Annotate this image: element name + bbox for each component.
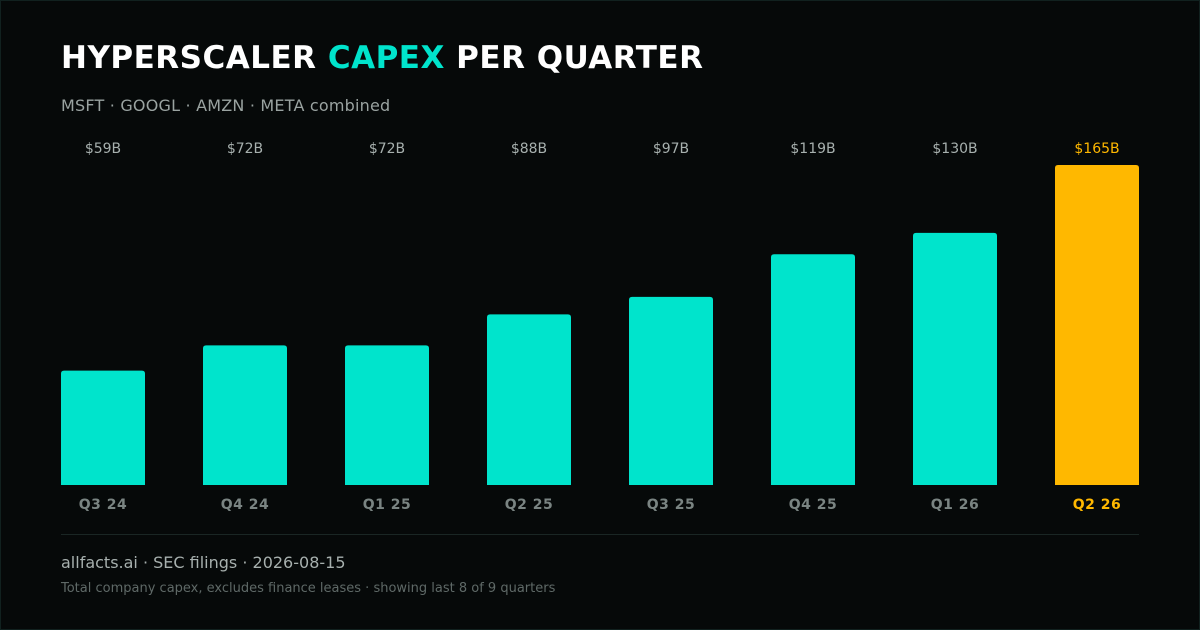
value-label: $97B bbox=[653, 141, 689, 157]
footer-divider bbox=[61, 534, 1139, 535]
category-label: Q4 24 bbox=[221, 497, 270, 513]
title-accent: CAPEX bbox=[327, 40, 445, 76]
value-label: $130B bbox=[932, 141, 977, 157]
bar-q2-26 bbox=[1055, 165, 1139, 485]
value-label: $88B bbox=[511, 141, 547, 157]
source-line: allfacts.ai · SEC filings · 2026-08-15 bbox=[61, 553, 346, 572]
title-part-2: PER QUARTER bbox=[444, 40, 704, 76]
category-label: Q3 24 bbox=[79, 497, 128, 513]
chart-title: HYPERSCALER CAPEX PER QUARTER bbox=[61, 40, 703, 76]
bar-q3-24 bbox=[61, 370, 145, 485]
footnote: Total company capex, excludes finance le… bbox=[61, 581, 556, 596]
value-label: $119B bbox=[790, 141, 835, 157]
category-label: Q1 26 bbox=[931, 497, 980, 513]
category-label: Q2 25 bbox=[505, 497, 554, 513]
category-label: Q2 26 bbox=[1073, 497, 1122, 513]
value-label: $59B bbox=[85, 141, 121, 157]
bar-q1-25 bbox=[345, 345, 429, 485]
value-label: $72B bbox=[227, 141, 263, 157]
title-part-1: HYPERSCALER bbox=[61, 40, 328, 76]
category-label: Q3 25 bbox=[647, 497, 696, 513]
chart-subtitle: MSFT · GOOGL · AMZN · META combined bbox=[61, 96, 391, 115]
value-label: $72B bbox=[369, 141, 405, 157]
value-label: $165B bbox=[1074, 141, 1119, 157]
category-label: Q4 25 bbox=[789, 497, 838, 513]
category-label: Q1 25 bbox=[363, 497, 412, 513]
bar-q2-25 bbox=[487, 314, 571, 485]
bar-q1-26 bbox=[913, 232, 997, 485]
bar-q4-24 bbox=[203, 345, 287, 485]
bar-chart: $59B Q3 24 $72B Q4 24 $72B Q1 25 $88B Q2 25 $97B… bbox=[61, 141, 1139, 513]
bar-q3-25 bbox=[629, 296, 713, 485]
bar-q4-25 bbox=[771, 254, 855, 485]
